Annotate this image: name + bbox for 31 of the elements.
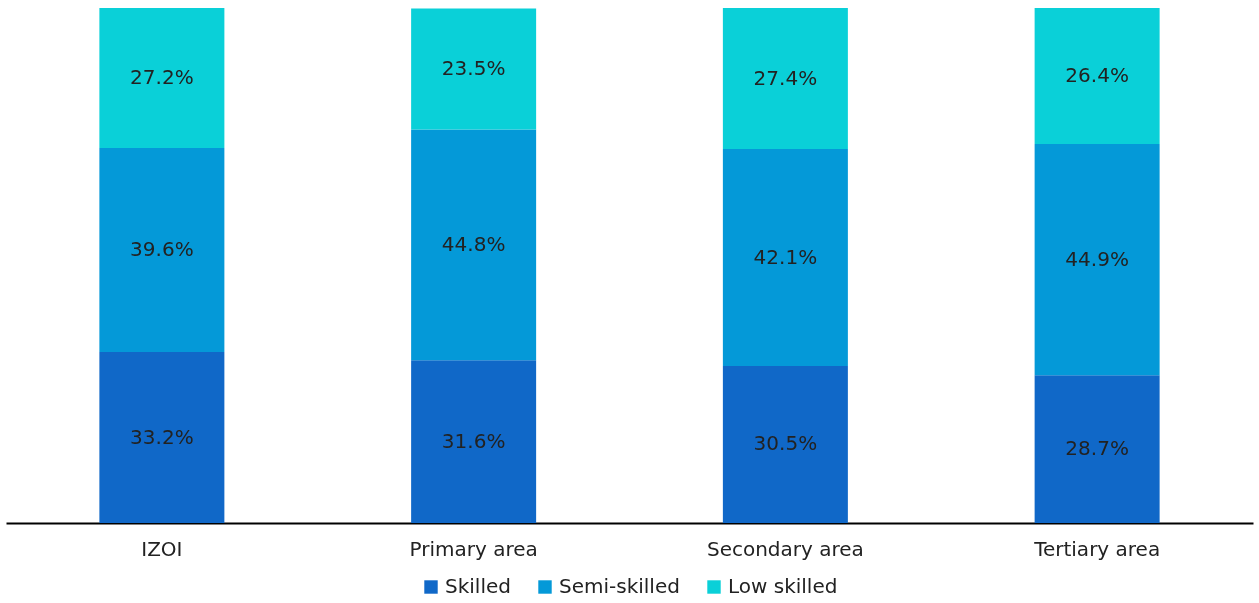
data-label: 39.6% — [130, 237, 194, 262]
bar — [99, 352, 225, 523]
bar — [411, 360, 537, 523]
bar — [1034, 375, 1160, 523]
bar — [722, 149, 848, 366]
legend-label: Semi-skilled — [559, 574, 680, 598]
bar — [722, 365, 848, 523]
data-label: 42.1% — [753, 244, 818, 269]
x-tick-label: IZOI — [141, 536, 183, 561]
bar — [99, 148, 225, 353]
data-label: 23.5% — [441, 56, 506, 81]
bar — [722, 8, 848, 150]
data-label: 27.2% — [130, 65, 194, 90]
legend-label: Low skilled — [728, 574, 838, 598]
bar — [411, 129, 537, 361]
legend-label: Skilled — [445, 574, 511, 598]
x-tick-label: Tertiary area — [1033, 536, 1161, 561]
data-label: 26.4% — [1065, 62, 1129, 87]
data-label: 28.7% — [1065, 436, 1129, 461]
bar — [99, 8, 225, 149]
bar — [1034, 143, 1160, 376]
data-label: 44.9% — [1065, 246, 1129, 271]
x-tick-label: Primary area — [409, 536, 538, 561]
data-label: 33.2% — [130, 424, 194, 449]
data-label: 44.8% — [441, 231, 506, 256]
bar — [1034, 8, 1160, 144]
bar — [411, 8, 537, 130]
data-label: 27.4% — [753, 65, 818, 90]
data-label: 31.6% — [441, 428, 506, 453]
x-tick-label: Secondary area — [706, 536, 864, 561]
data-label: 30.5% — [753, 431, 818, 456]
